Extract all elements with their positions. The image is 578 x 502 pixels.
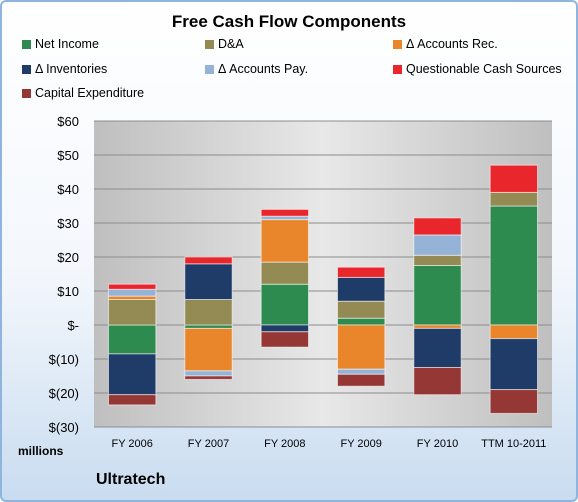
bar-segment bbox=[337, 368, 386, 375]
y-tick-label: $50 bbox=[57, 148, 79, 163]
legend-swatch bbox=[393, 39, 402, 49]
bar-segment bbox=[108, 324, 157, 355]
bar-segment bbox=[337, 276, 386, 302]
bar-segment bbox=[184, 299, 233, 326]
bar-segment bbox=[337, 300, 386, 319]
bar-segment bbox=[108, 283, 157, 290]
x-tick-label: FY 2010 bbox=[417, 438, 458, 450]
x-tick-label: FY 2006 bbox=[111, 438, 152, 450]
bar-segment bbox=[413, 324, 462, 329]
bar-segment bbox=[413, 217, 462, 236]
y-tick-label: $40 bbox=[57, 182, 79, 197]
legend-swatch bbox=[393, 64, 402, 74]
legend-item: Δ Inventories bbox=[22, 62, 107, 76]
legend-label: D&A bbox=[218, 37, 244, 51]
legend-label: Δ Accounts Pay. bbox=[218, 62, 309, 76]
company-name: Ultratech bbox=[96, 471, 166, 488]
bar-segment bbox=[260, 219, 309, 263]
legend-label: Δ Inventories bbox=[35, 62, 108, 76]
legend-swatch bbox=[22, 88, 31, 98]
bar-segment bbox=[413, 367, 462, 396]
bar-segment bbox=[489, 324, 538, 340]
y-tick-label: $20 bbox=[57, 250, 79, 265]
bar-segment bbox=[108, 299, 157, 326]
bar-segment bbox=[413, 265, 462, 326]
bar-segment bbox=[489, 389, 538, 414]
bar-segment bbox=[260, 208, 309, 217]
legend-item: Questionable Cash Sources bbox=[393, 62, 562, 76]
bar-segment bbox=[108, 353, 157, 396]
legend-item: Δ Accounts Rec. bbox=[393, 37, 498, 51]
bar-segment bbox=[260, 283, 309, 326]
plot-area bbox=[94, 121, 552, 427]
legend-label: Capital Expenditure bbox=[35, 86, 145, 100]
legend-label: Δ Accounts Rec. bbox=[406, 37, 498, 51]
legend-item: Δ Accounts Pay. bbox=[205, 62, 308, 76]
bar-segment bbox=[260, 331, 309, 348]
y-tick-label: $10 bbox=[57, 284, 79, 299]
y-tick-label: $(20) bbox=[49, 386, 79, 401]
legend-label: Questionable Cash Sources bbox=[406, 62, 562, 76]
bar-segment bbox=[337, 373, 386, 387]
legend-item: Capital Expenditure bbox=[22, 86, 144, 100]
bar-segment bbox=[413, 327, 462, 368]
legend-swatch bbox=[22, 39, 31, 49]
bar-segment bbox=[337, 317, 386, 326]
legend-item: Net Income bbox=[22, 37, 99, 51]
units-label: millions bbox=[18, 444, 64, 458]
bar-segment bbox=[337, 266, 386, 278]
bar-segment bbox=[184, 256, 233, 265]
legend-swatch bbox=[22, 64, 31, 74]
bar-segment bbox=[108, 295, 157, 301]
x-tick-label: FY 2009 bbox=[340, 438, 381, 450]
legend-swatch bbox=[205, 39, 214, 49]
bar-segment bbox=[489, 191, 538, 207]
bar-segment bbox=[260, 215, 309, 221]
y-tick-label: $(30) bbox=[49, 420, 79, 435]
bar-segment bbox=[184, 370, 233, 377]
bar-segment bbox=[108, 394, 157, 406]
bar-segment bbox=[184, 263, 233, 300]
x-tick-label: FY 2008 bbox=[264, 438, 305, 450]
bar-segment bbox=[108, 288, 157, 297]
bar-segment bbox=[413, 234, 462, 256]
legend-label: Net Income bbox=[35, 37, 99, 51]
bar-segment bbox=[184, 324, 233, 329]
x-tick-label: FY 2007 bbox=[188, 438, 229, 450]
y-tick-label: $30 bbox=[57, 216, 79, 231]
legend-item: D&A bbox=[205, 37, 244, 51]
bar-segment bbox=[413, 254, 462, 267]
bar-segment bbox=[184, 327, 233, 372]
bar-segment bbox=[489, 338, 538, 391]
y-tick-label: $(10) bbox=[49, 352, 79, 367]
bar-segment bbox=[337, 324, 386, 370]
y-tick-label: $- bbox=[67, 318, 79, 333]
x-tick-label: TTM 10-2011 bbox=[481, 438, 546, 450]
bar-segment bbox=[489, 164, 538, 193]
bar-segment bbox=[184, 375, 233, 380]
y-tick-label: $60 bbox=[57, 114, 79, 129]
legend-swatch bbox=[205, 64, 214, 74]
chart-title: Free Cash Flow Components bbox=[171, 12, 407, 31]
bar-segment bbox=[260, 324, 309, 333]
bar-segment bbox=[489, 205, 538, 326]
bar-segment bbox=[260, 261, 309, 285]
